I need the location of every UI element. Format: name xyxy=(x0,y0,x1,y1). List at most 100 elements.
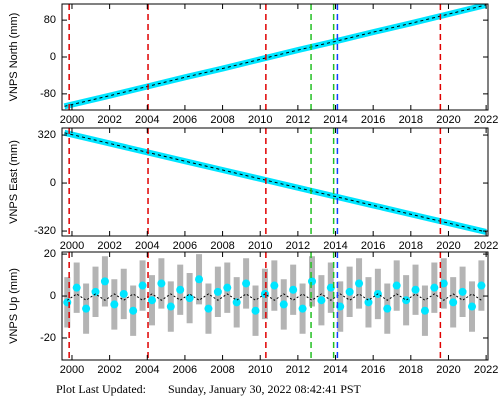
x-tick-label: 2014 xyxy=(323,240,347,252)
data-point xyxy=(298,304,307,313)
data-point xyxy=(242,279,251,288)
x-tick-label: 2014 xyxy=(323,364,347,376)
data-point xyxy=(279,300,288,309)
data-point xyxy=(195,275,204,284)
data-point xyxy=(270,281,279,290)
x-tick-label: 2006 xyxy=(173,114,197,126)
y-tick-label: -80 xyxy=(40,88,56,100)
x-tick-label: 2018 xyxy=(399,240,423,252)
x-tick-label: 2010 xyxy=(248,240,272,252)
x-tick-label: 2002 xyxy=(97,240,121,252)
data-point xyxy=(100,277,109,286)
data-point xyxy=(138,281,147,290)
data-point xyxy=(213,287,222,296)
model-line xyxy=(66,293,482,301)
x-tick-label: 2022 xyxy=(474,114,498,126)
x-tick-label: 2014 xyxy=(323,114,347,126)
plot-area xyxy=(63,254,486,336)
x-tick-label: 2016 xyxy=(361,364,385,376)
x-tick-label: 2008 xyxy=(210,240,234,252)
y-tick-label: 80 xyxy=(44,14,56,26)
data-point xyxy=(307,277,316,286)
data-point xyxy=(449,298,458,307)
data-point xyxy=(364,298,373,307)
frame xyxy=(61,251,489,361)
data-point xyxy=(355,279,364,288)
data-point xyxy=(383,304,392,313)
data-point xyxy=(458,287,467,296)
data-point xyxy=(420,306,429,315)
x-tick-label: 2008 xyxy=(210,364,234,376)
x-tick-label: 2004 xyxy=(135,364,159,376)
data-point xyxy=(129,306,138,315)
y-tick-label: 0 xyxy=(50,51,56,63)
x-tick-label: 2012 xyxy=(286,114,310,126)
model-line xyxy=(64,132,487,233)
y-tick-label: 0 xyxy=(50,177,56,189)
x-tick-label: 2002 xyxy=(97,114,121,126)
footer-timestamp: Sunday, January 30, 2022 08:42:41 PST xyxy=(168,382,362,396)
y-tick-label: 20 xyxy=(44,248,56,260)
data-point xyxy=(147,296,156,305)
x-tick-label: 2006 xyxy=(173,364,197,376)
x-tick-label: 2004 xyxy=(135,114,159,126)
model-line xyxy=(64,4,487,107)
data-point xyxy=(157,279,166,288)
x-tick-label: 2000 xyxy=(60,240,84,252)
footer-label: Plot Last Updated: xyxy=(56,382,146,396)
data-point xyxy=(72,283,81,292)
data-point xyxy=(326,283,335,292)
data-point xyxy=(251,306,260,315)
data-point xyxy=(392,281,401,290)
data-point xyxy=(204,304,213,313)
x-tick-label: 2022 xyxy=(474,240,498,252)
x-tick-label: 2020 xyxy=(436,114,460,126)
x-tick-label: 2004 xyxy=(135,240,159,252)
x-tick-label: 2010 xyxy=(248,364,272,376)
data-point xyxy=(223,283,232,292)
x-tick-label: 2022 xyxy=(474,364,498,376)
data-point xyxy=(82,304,91,313)
data-point xyxy=(91,287,100,296)
data-point xyxy=(185,294,194,303)
data-point xyxy=(289,285,298,294)
data-point xyxy=(477,281,486,290)
x-tick-label: 2016 xyxy=(361,240,385,252)
data-point xyxy=(166,302,175,311)
data-point xyxy=(63,298,72,307)
y-tick-label: -320 xyxy=(34,225,56,237)
plot-area xyxy=(63,129,487,235)
y-tick-label: -20 xyxy=(40,332,56,344)
data-point xyxy=(232,298,241,307)
y-axis-label: VNPS East (mm) xyxy=(8,140,20,224)
x-tick-label: 2020 xyxy=(436,364,460,376)
data-point xyxy=(439,279,448,288)
x-tick-label: 2012 xyxy=(286,364,310,376)
x-tick-label: 2000 xyxy=(60,364,84,376)
data-point xyxy=(345,287,354,296)
y-axis-label: VNPS Up (mm) xyxy=(8,268,20,344)
x-tick-label: 2008 xyxy=(210,114,234,126)
x-tick-label: 2002 xyxy=(97,364,121,376)
x-tick-label: 2018 xyxy=(399,364,423,376)
frame xyxy=(61,127,489,237)
data-point xyxy=(110,300,119,309)
x-tick-label: 2020 xyxy=(436,240,460,252)
x-tick-label: 2012 xyxy=(286,240,310,252)
x-tick-label: 2018 xyxy=(399,114,423,126)
x-tick-label: 2016 xyxy=(361,114,385,126)
x-tick-label: 2000 xyxy=(60,114,84,126)
y-tick-label: 0 xyxy=(50,290,56,302)
x-tick-label: 2010 xyxy=(248,114,272,126)
data-point xyxy=(411,285,420,294)
y-tick-label: 320 xyxy=(38,129,56,141)
data-point xyxy=(119,289,128,298)
data-point xyxy=(467,302,476,311)
data-point xyxy=(336,302,345,311)
data-point xyxy=(317,296,326,305)
data-point xyxy=(430,283,439,292)
data-point xyxy=(176,285,185,294)
data-point xyxy=(402,296,411,305)
